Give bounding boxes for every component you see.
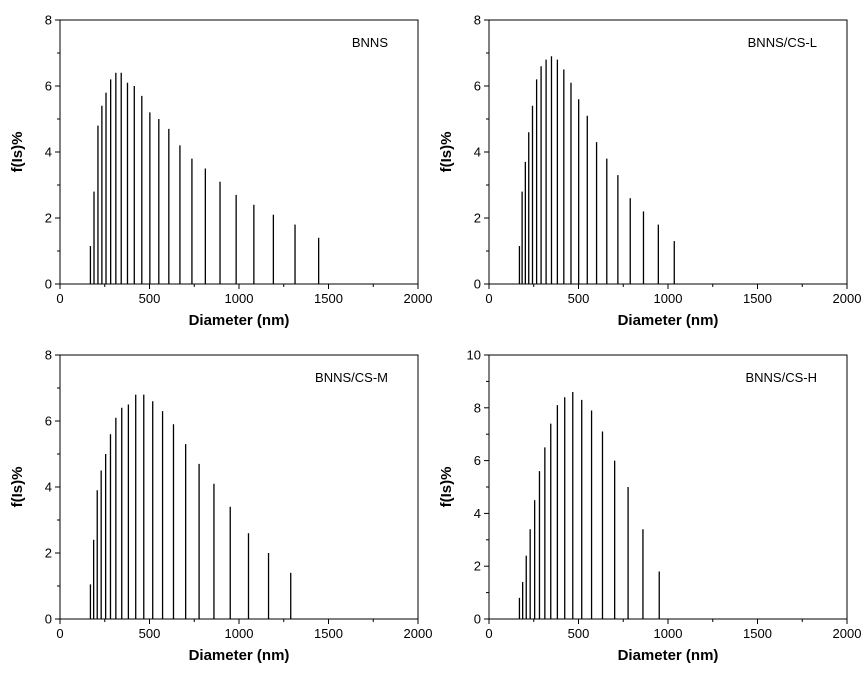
y-tick-label: 6 (45, 79, 52, 94)
chart-panel-1: 0 500 1000 1500 2000 0 2 4 6 8 BNNS Diameter (nm) f(… (9, 13, 432, 330)
y-tick-label: 2 (474, 559, 481, 574)
x-axis-title: Diameter (nm) (618, 647, 719, 664)
panel-label: BNNS/CS-L (748, 35, 817, 50)
y-tick-label: 2 (474, 211, 481, 226)
panel-label: BNNS (352, 35, 388, 50)
plot-frame (488, 354, 848, 620)
y-tick-label: 0 (474, 277, 481, 292)
y-tick-label: 8 (45, 13, 52, 28)
y-tick-label: 6 (45, 414, 52, 429)
y-axis-title: f(Is)% (9, 467, 26, 508)
y-tick-label: 4 (45, 145, 52, 160)
x-tick-label: 500 (139, 291, 161, 306)
x-tick-label: 500 (139, 626, 161, 641)
x-tick-label: 1000 (654, 626, 683, 641)
x-tick-label: 1500 (743, 291, 772, 306)
x-tick-label: 0 (485, 626, 492, 641)
y-tick-label: 8 (474, 13, 481, 28)
y-tick-label: 4 (45, 480, 52, 495)
y-tick-label: 0 (474, 612, 481, 627)
x-axis-title: Diameter (nm) (189, 312, 290, 329)
y-tick-label: 6 (474, 453, 481, 468)
y-axis-title: f(Is)% (438, 132, 455, 173)
y-tick-label: 6 (474, 79, 481, 94)
x-tick-label: 1000 (654, 291, 683, 306)
y-tick-label: 4 (474, 506, 481, 521)
x-tick-label: 1500 (314, 626, 343, 641)
y-tick-label: 0 (45, 277, 52, 292)
x-tick-label: 0 (56, 291, 63, 306)
x-tick-label: 2000 (833, 626, 862, 641)
y-tick-label: 10 (467, 348, 481, 363)
y-tick-label: 4 (474, 145, 481, 160)
x-tick-label: 2000 (404, 626, 433, 641)
chart-panel-4: 0 500 1000 1500 2000 0 2 4 6 8 10 BNNS/CS-H Diameter… (438, 348, 861, 665)
x-tick-label: 500 (568, 291, 590, 306)
x-axis-title: Diameter (nm) (189, 647, 290, 664)
x-tick-label: 1500 (314, 291, 343, 306)
panel-label: BNNS/CS-H (745, 370, 817, 385)
y-tick-label: 2 (45, 546, 52, 561)
y-tick-label: 8 (45, 348, 52, 363)
y-tick-label: 2 (45, 211, 52, 226)
x-tick-label: 1000 (225, 291, 254, 306)
plot-frame (59, 354, 419, 620)
plot-frame (59, 19, 419, 285)
x-tick-label: 1500 (743, 626, 772, 641)
y-tick-label: 8 (474, 400, 481, 415)
x-axis-title: Diameter (nm) (618, 312, 719, 329)
panel-label: BNNS/CS-M (315, 370, 388, 385)
y-axis-title: f(Is)% (9, 132, 26, 173)
y-axis-title: f(Is)% (438, 467, 455, 508)
x-tick-label: 0 (56, 626, 63, 641)
y-tick-label: 0 (45, 612, 52, 627)
chart-panel-3: 0 500 1000 1500 2000 0 2 4 6 8 BNNS/CS-M Diameter (… (9, 348, 432, 665)
x-tick-label: 0 (485, 291, 492, 306)
x-tick-label: 500 (568, 626, 590, 641)
x-tick-label: 2000 (833, 291, 862, 306)
plot-frame (488, 19, 848, 285)
chart-panel-2: 0 500 1000 1500 2000 0 2 4 6 8 BNNS/CS-L Diameter (… (438, 13, 861, 330)
x-tick-label: 2000 (404, 291, 433, 306)
x-tick-label: 1000 (225, 626, 254, 641)
